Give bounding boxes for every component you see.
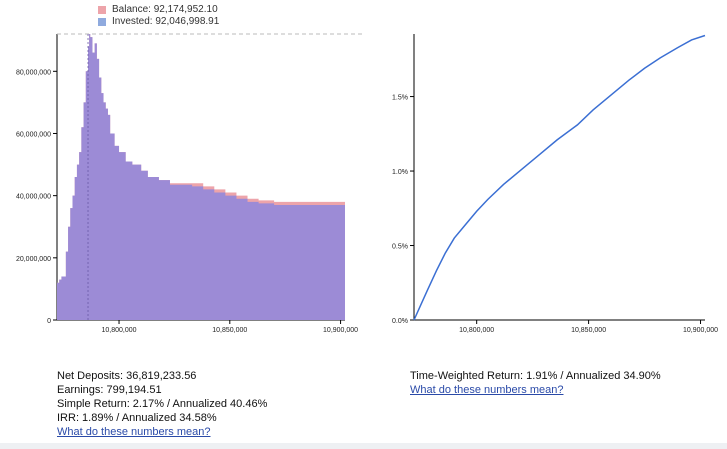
net-deposits-text: Net Deposits: 36,819,233.56 [57, 370, 197, 382]
legend-balance-label: Balance: 92,174,952.10 [112, 4, 218, 15]
x-tick-label: 10,800,000 [102, 327, 137, 334]
right-stats: Time-Weighted Return: 1.91% / Annualized… [410, 369, 661, 397]
twr-line-series [413, 34, 706, 321]
y-tick-label: 0.5% [392, 244, 408, 251]
y-tick-label: 1.5% [392, 95, 408, 102]
y-tick-label: 0 [47, 318, 51, 325]
earnings-text: Earnings: 799,194.51 [57, 384, 162, 396]
y-tick-label: 20,000,000 [16, 256, 51, 263]
x-tick-label: 10,900,000 [683, 327, 718, 334]
numbers-help-link-left[interactable]: What do these numbers mean? [57, 426, 211, 438]
twr-text: Time-Weighted Return: 1.91% / Annualized… [410, 370, 661, 382]
x-tick-label: 10,850,000 [212, 327, 247, 334]
legend-invested-label: Invested: 92,046,998.91 [112, 16, 220, 27]
x-tick-label: 10,850,000 [571, 327, 606, 334]
bottom-strip [0, 443, 727, 449]
y-tick-label: 0.0% [392, 318, 408, 325]
irr-text: IRR: 1.89% / Annualized 34.58% [57, 412, 217, 424]
y-tick-label: 40,000,000 [16, 194, 51, 201]
chart-legend: Balance: 92,174,952.10 Invested: 92,046,… [98, 4, 219, 28]
invested-swatch-icon [98, 18, 106, 26]
y-tick-label: 1.0% [392, 169, 408, 176]
x-tick-label: 10,800,000 [459, 327, 494, 334]
y-tick-label: 80,000,000 [16, 69, 51, 76]
twr-line-chart: 0.0% 0.5% 1.0% 1.5% 10,800,000 10,850,000 10,9… [392, 34, 718, 334]
legend-item-balance: Balance: 92,174,952.10 [98, 4, 219, 16]
left-stats: Net Deposits: 36,819,233.56 Earnings: 79… [57, 369, 267, 439]
simple-return-text: Simple Return: 2.17% / Annualized 40.46% [57, 398, 268, 410]
numbers-help-link-right[interactable]: What do these numbers mean? [410, 384, 564, 396]
x-tick-label: 10,900,000 [323, 327, 358, 334]
invested-area-series [57, 34, 345, 320]
balance-area-chart: 0 20,000,000 40,000,000 60,000,000 80,000,00… [16, 33, 362, 334]
y-tick-label: 60,000,000 [16, 131, 51, 138]
legend-item-invested: Invested: 92,046,998.91 [98, 16, 219, 28]
balance-swatch-icon [98, 6, 106, 14]
